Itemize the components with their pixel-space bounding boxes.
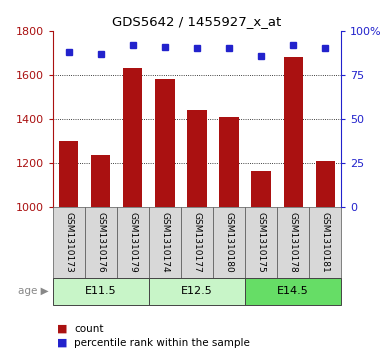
Bar	[187, 110, 207, 207]
Bar	[181, 207, 213, 278]
Text: E12.5: E12.5	[181, 286, 213, 296]
Bar	[149, 278, 245, 305]
Text: GSM1310175: GSM1310175	[257, 212, 266, 273]
Text: GSM1310177: GSM1310177	[192, 212, 202, 273]
Bar	[277, 207, 309, 278]
Bar	[53, 207, 85, 278]
Bar	[245, 278, 341, 305]
Text: percentile rank within the sample: percentile rank within the sample	[74, 338, 250, 348]
Text: GSM1310173: GSM1310173	[64, 212, 73, 273]
Bar	[316, 161, 335, 207]
Text: E14.5: E14.5	[277, 286, 309, 296]
Text: E11.5: E11.5	[85, 286, 117, 296]
Bar	[155, 79, 174, 207]
Bar	[117, 207, 149, 278]
Text: GSM1310174: GSM1310174	[160, 212, 169, 273]
Text: GSM1310180: GSM1310180	[225, 212, 234, 273]
Bar	[220, 117, 239, 207]
Bar	[85, 207, 117, 278]
Text: age ▶: age ▶	[18, 286, 49, 296]
Bar	[245, 207, 277, 278]
Text: ■: ■	[57, 338, 67, 348]
Bar	[284, 57, 303, 207]
Bar	[213, 207, 245, 278]
Bar	[123, 68, 142, 207]
Bar	[309, 207, 341, 278]
Bar	[91, 155, 110, 207]
Text: GSM1310179: GSM1310179	[128, 212, 137, 273]
Title: GDS5642 / 1455927_x_at: GDS5642 / 1455927_x_at	[112, 15, 282, 28]
Bar	[149, 207, 181, 278]
Text: GSM1310178: GSM1310178	[289, 212, 298, 273]
Text: GSM1310176: GSM1310176	[96, 212, 105, 273]
Text: count: count	[74, 323, 104, 334]
Text: ■: ■	[57, 323, 67, 334]
Bar	[59, 141, 78, 207]
Bar	[53, 278, 149, 305]
Text: GSM1310181: GSM1310181	[321, 212, 330, 273]
Bar	[252, 171, 271, 207]
